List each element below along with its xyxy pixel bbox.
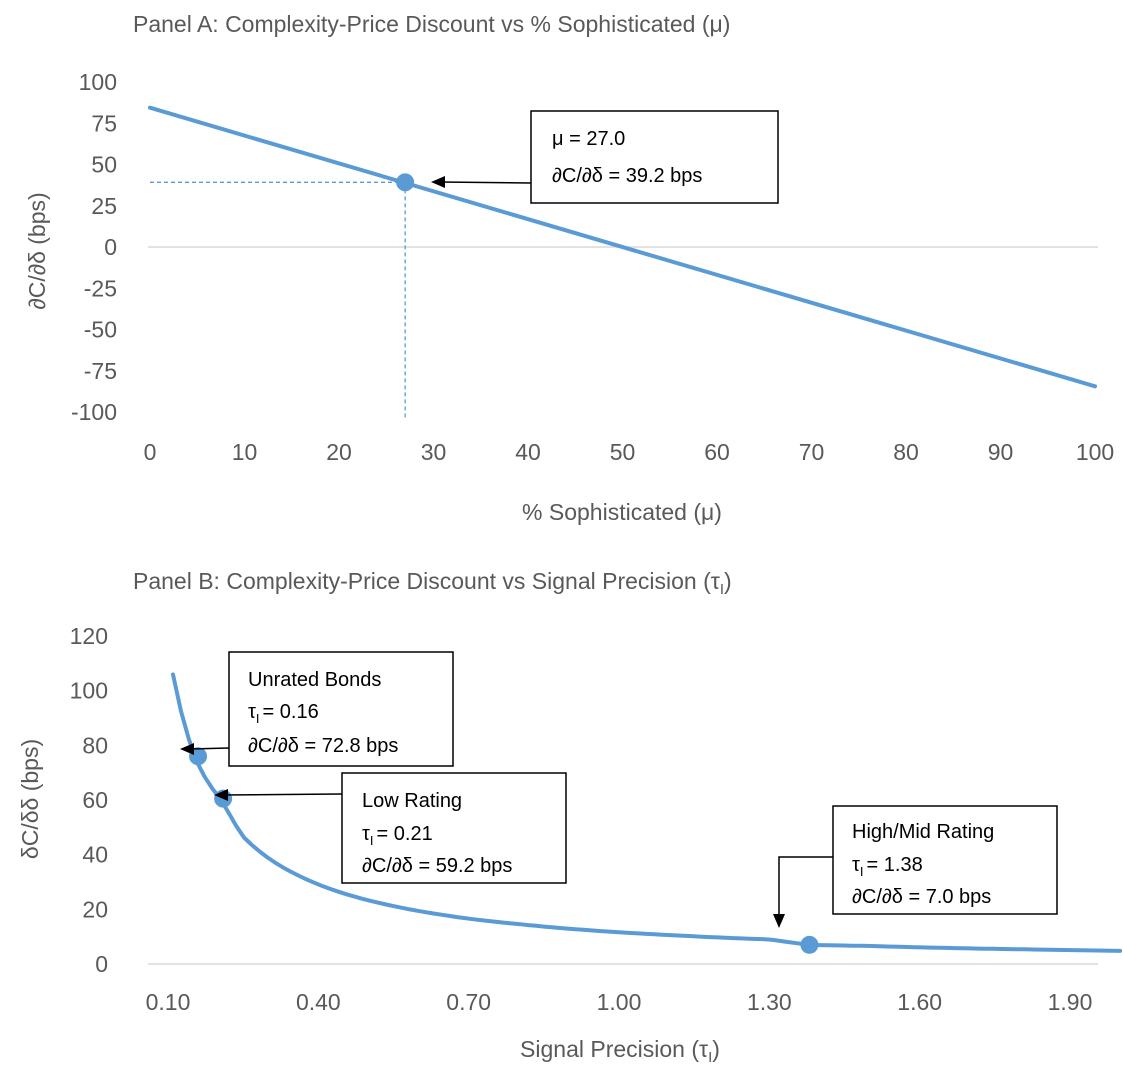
panel-a-y-tick-label: -25 xyxy=(84,275,117,301)
panel-b-arrow-high-line xyxy=(778,856,833,918)
panel-b-annotation-high-value: ∂C/∂δ = 7.0 bps xyxy=(852,886,991,908)
panel-b-y-tick-label: 20 xyxy=(82,896,108,922)
panel-a: Panel A: Complexity-Price Discount vs % … xyxy=(24,11,1114,525)
panel-b-y-tick-label: 40 xyxy=(82,842,108,868)
panel-b-x-tick-label: 1.30 xyxy=(747,989,792,1015)
panel-a-x-tick-label: 0 xyxy=(144,439,157,465)
panel-a-y-tick-label: 50 xyxy=(91,152,117,178)
panel-a-y-tick-label: 0 xyxy=(104,234,117,260)
panel-b-annotation-box-high-mid xyxy=(832,805,1058,915)
panel-a-y-ticks: 100 75 50 25 0 -25 -50 -75 -100 xyxy=(71,69,117,425)
panel-a-arrow-head xyxy=(431,176,445,188)
panel-a-x-tick-label: 50 xyxy=(610,439,636,465)
panel-a-series-line xyxy=(148,105,1097,389)
panel-b: Panel B: Complexity-Price Discount vs Si… xyxy=(17,568,1123,1066)
panel-a-x-tick-label: 70 xyxy=(799,439,825,465)
panel-a-annotation-line-2: ∂C/∂δ = 39.2 bps xyxy=(552,165,702,187)
panel-b-y-tick-label: 0 xyxy=(95,951,108,977)
panel-b-annotation-box-unrated xyxy=(228,651,454,767)
panel-a-arrow-line xyxy=(439,181,532,184)
panel-b-x-ticks: 0.10 0.40 0.70 1.00 1.30 1.60 1.90 xyxy=(146,989,1093,1015)
panel-b-annotation-low-tau: τI = 0.21 xyxy=(362,823,433,848)
panel-a-y-tick-label: 100 xyxy=(79,69,117,95)
panel-b-series-line xyxy=(171,672,1123,953)
panel-a-y-tick-label: -50 xyxy=(84,317,117,343)
panel-b-arrow-high-head xyxy=(773,914,785,928)
panel-b-annotation-high-label: High/Mid Rating xyxy=(852,821,994,843)
panel-a-x-tick-label: 20 xyxy=(326,439,352,465)
panel-b-title: Panel B: Complexity-Price Discount vs Si… xyxy=(133,568,732,598)
panel-a-x-tick-label: 90 xyxy=(988,439,1014,465)
panel-a-title: Panel A: Complexity-Price Discount vs % … xyxy=(133,11,730,37)
panel-b-x-tick-label: 0.70 xyxy=(446,989,491,1015)
panel-b-highlight-high-mid-rating xyxy=(800,935,819,954)
panel-b-x-tick-label: 1.60 xyxy=(897,989,942,1015)
panel-b-arrow-low-head xyxy=(214,789,228,801)
panel-b-annotation-unrated-tau: τI = 0.16 xyxy=(248,701,319,726)
panel-b-annotation-low-label: Low Rating xyxy=(362,790,462,812)
panel-b-y-tick-label: 120 xyxy=(70,623,108,649)
panel-b-y-tick-label: 80 xyxy=(82,732,108,758)
panel-a-y-tick-label: 75 xyxy=(91,110,117,136)
panel-a-y-tick-label: -100 xyxy=(71,399,117,425)
panel-b-annotation-box-low-rating xyxy=(341,772,567,884)
panel-a-x-tick-label: 30 xyxy=(421,439,447,465)
panel-a-y-tick-label: 25 xyxy=(91,193,117,219)
panel-a-x-tick-label: 10 xyxy=(232,439,258,465)
panel-a-y-axis-label: ∂C/∂δ (bps) xyxy=(24,192,50,309)
panel-b-x-tick-label: 1.90 xyxy=(1048,989,1093,1015)
panel-a-x-tick-label: 100 xyxy=(1076,439,1114,465)
panel-b-x-tick-label: 0.10 xyxy=(146,989,191,1015)
panel-b-x-axis-label: Signal Precision (τI) xyxy=(520,1036,720,1066)
panel-a-highlight-point xyxy=(396,173,415,192)
panel-b-arrow-unrated-head xyxy=(180,743,194,755)
panel-b-y-axis-label: δC/δδ (bps) xyxy=(17,739,43,859)
panel-b-y-tick-label: 60 xyxy=(82,787,108,813)
panel-b-arrow-unrated-line xyxy=(189,747,230,750)
panel-b-x-tick-label: 1.00 xyxy=(597,989,642,1015)
panel-a-y-tick-label: -75 xyxy=(84,358,117,384)
panel-b-annotation-high-tau: τI = 1.38 xyxy=(852,854,923,879)
panel-a-x-tick-label: 40 xyxy=(515,439,541,465)
panel-b-arrow-low-line xyxy=(223,793,343,796)
panel-a-x-ticks: 0 10 20 30 40 50 60 70 80 90 100 xyxy=(144,439,1115,465)
panel-b-y-ticks: 120 100 80 60 40 20 0 xyxy=(70,623,108,977)
panel-a-annotation-line-1: μ = 27.0 xyxy=(552,128,625,150)
panel-b-y-tick-label: 100 xyxy=(70,678,108,704)
panel-a-x-axis-label: % Sophisticated (μ) xyxy=(522,499,722,525)
panel-b-annotation-low-value: ∂C/∂δ = 59.2 bps xyxy=(362,855,512,877)
panel-a-x-tick-label: 80 xyxy=(893,439,919,465)
panel-b-annotation-unrated-label: Unrated Bonds xyxy=(248,669,381,691)
panel-a-x-tick-label: 60 xyxy=(704,439,730,465)
panel-b-annotation-unrated-value: ∂C/∂δ = 72.8 bps xyxy=(248,735,398,757)
panel-a-annotation-box xyxy=(530,110,779,204)
panel-b-x-tick-label: 0.40 xyxy=(296,989,341,1015)
